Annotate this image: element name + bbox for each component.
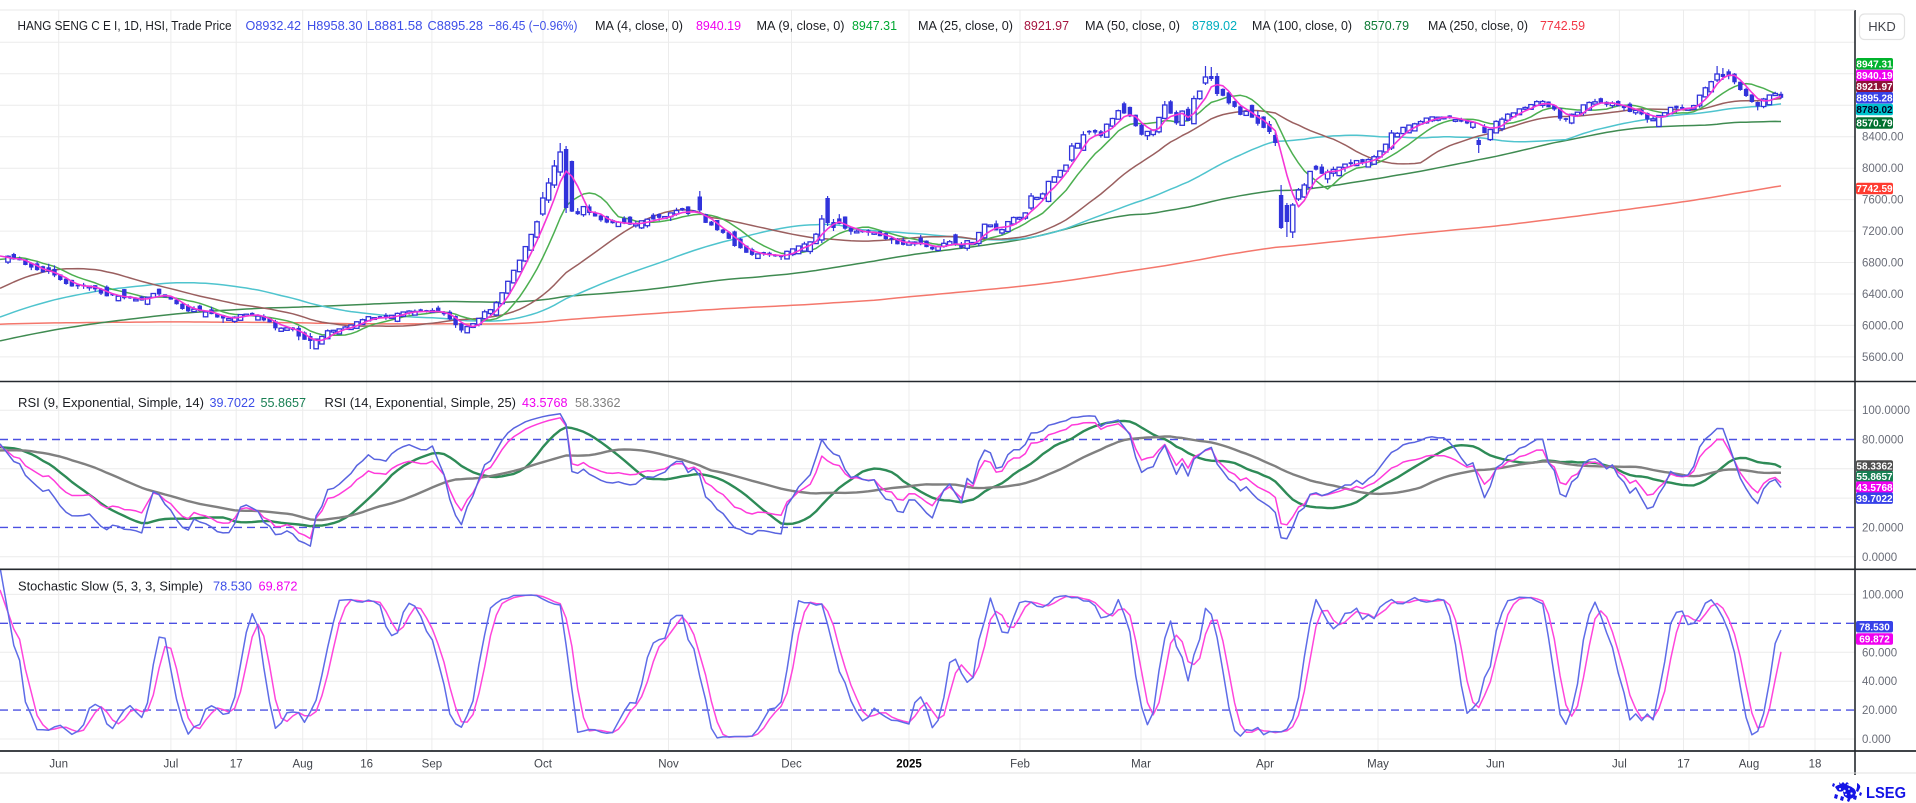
- svg-text:55.8657: 55.8657: [261, 395, 307, 410]
- svg-text:6400.00: 6400.00: [1862, 289, 1904, 301]
- svg-text:RSI (9, Exponential, Simple, 1: RSI (9, Exponential, Simple, 14): [18, 395, 204, 410]
- svg-text:Jul: Jul: [1612, 758, 1627, 770]
- svg-text:40.000: 40.000: [1862, 676, 1897, 688]
- svg-text:6000.00: 6000.00: [1862, 320, 1904, 332]
- svg-text:8789.02: 8789.02: [1192, 18, 1237, 33]
- svg-text:17: 17: [1677, 758, 1690, 770]
- svg-text:8940.19: 8940.19: [1856, 71, 1893, 82]
- svg-text:20.0000: 20.0000: [1862, 522, 1904, 534]
- svg-text:60.000: 60.000: [1862, 647, 1897, 659]
- svg-text:8947.31: 8947.31: [1856, 59, 1893, 70]
- svg-text:MA (250, close, 0): MA (250, close, 0): [1428, 18, 1528, 33]
- svg-text:C8895.28: C8895.28: [428, 18, 484, 33]
- svg-text:HKD: HKD: [1868, 19, 1895, 34]
- svg-text:O8932.42: O8932.42: [246, 18, 302, 33]
- svg-text:7200.00: 7200.00: [1862, 226, 1904, 238]
- svg-text:2025: 2025: [896, 758, 922, 770]
- svg-text:8400.00: 8400.00: [1862, 132, 1904, 144]
- svg-text:100.0000: 100.0000: [1862, 405, 1910, 417]
- svg-text:Dec: Dec: [781, 758, 802, 770]
- svg-text:RSI (14, Exponential, Simple,: RSI (14, Exponential, Simple, 25): [325, 395, 517, 410]
- svg-text:55.8657: 55.8657: [1856, 472, 1893, 483]
- svg-text:6800.00: 6800.00: [1862, 258, 1904, 270]
- svg-text:78.530: 78.530: [213, 579, 252, 594]
- svg-text:43.5768: 43.5768: [1856, 483, 1893, 494]
- svg-text:78.530: 78.530: [1859, 622, 1890, 633]
- svg-text:Feb: Feb: [1010, 758, 1030, 770]
- svg-text:−86.45 (−0.96%): −86.45 (−0.96%): [489, 18, 578, 33]
- svg-text:39.7022: 39.7022: [210, 395, 256, 410]
- svg-text:Aug: Aug: [1739, 758, 1759, 770]
- svg-text:Oct: Oct: [534, 758, 553, 770]
- svg-text:16: 16: [360, 758, 373, 770]
- svg-text:39.7022: 39.7022: [1856, 494, 1893, 505]
- svg-text:Sep: Sep: [422, 758, 442, 770]
- svg-text:8789.02: 8789.02: [1856, 105, 1893, 116]
- svg-text:0.0000: 0.0000: [1862, 552, 1897, 564]
- svg-text:LSEG: LSEG: [1866, 785, 1906, 802]
- svg-text:MA (100, close, 0): MA (100, close, 0): [1252, 18, 1352, 33]
- svg-text:17: 17: [230, 758, 243, 770]
- svg-text:100.000: 100.000: [1862, 589, 1904, 601]
- svg-text:Stochastic Slow (5, 3, 3, Simp: Stochastic Slow (5, 3, 3, Simple): [18, 579, 203, 594]
- svg-text:80.0000: 80.0000: [1862, 435, 1904, 447]
- svg-text:8940.19: 8940.19: [696, 18, 741, 33]
- svg-text:MA (25, close, 0): MA (25, close, 0): [918, 18, 1013, 33]
- svg-text:69.872: 69.872: [259, 579, 298, 594]
- svg-text:58.3362: 58.3362: [575, 395, 621, 410]
- svg-text:7742.59: 7742.59: [1856, 184, 1893, 195]
- svg-text:18: 18: [1809, 758, 1822, 770]
- svg-text:Jun: Jun: [1486, 758, 1505, 770]
- svg-text:MA (4, close, 0): MA (4, close, 0): [595, 18, 683, 33]
- svg-text:20.000: 20.000: [1862, 705, 1897, 717]
- svg-text:Jun: Jun: [49, 758, 68, 770]
- svg-text:8570.79: 8570.79: [1364, 18, 1409, 33]
- svg-text:7742.59: 7742.59: [1540, 18, 1585, 33]
- svg-text:69.872: 69.872: [1859, 635, 1890, 646]
- svg-text:Nov: Nov: [658, 758, 679, 770]
- svg-text:7600.00: 7600.00: [1862, 195, 1904, 207]
- svg-text:0.000: 0.000: [1862, 734, 1891, 746]
- svg-text:MA (9, close, 0): MA (9, close, 0): [757, 18, 845, 33]
- svg-text:Aug: Aug: [292, 758, 312, 770]
- svg-text:58.3362: 58.3362: [1856, 462, 1893, 473]
- svg-text:MA (50, close, 0): MA (50, close, 0): [1085, 18, 1180, 33]
- svg-text:Jul: Jul: [164, 758, 179, 770]
- svg-text:Mar: Mar: [1131, 758, 1151, 770]
- svg-text:5600.00: 5600.00: [1862, 352, 1904, 364]
- svg-text:8921.97: 8921.97: [1024, 18, 1069, 33]
- svg-text:8947.31: 8947.31: [852, 18, 897, 33]
- svg-text:8921.97: 8921.97: [1856, 82, 1893, 93]
- svg-text:8570.79: 8570.79: [1856, 119, 1893, 130]
- svg-text:H8958.30: H8958.30: [307, 18, 363, 33]
- svg-text:HANG SENG C E I, 1D, HSI, Trad: HANG SENG C E I, 1D, HSI, Trade Price: [18, 18, 232, 33]
- svg-text:8000.00: 8000.00: [1862, 163, 1904, 175]
- svg-text:May: May: [1367, 758, 1389, 770]
- svg-text:8895.28: 8895.28: [1856, 93, 1893, 104]
- svg-text:L8881.58: L8881.58: [367, 18, 423, 33]
- svg-text:Apr: Apr: [1256, 758, 1274, 770]
- svg-text:43.5768: 43.5768: [522, 395, 568, 410]
